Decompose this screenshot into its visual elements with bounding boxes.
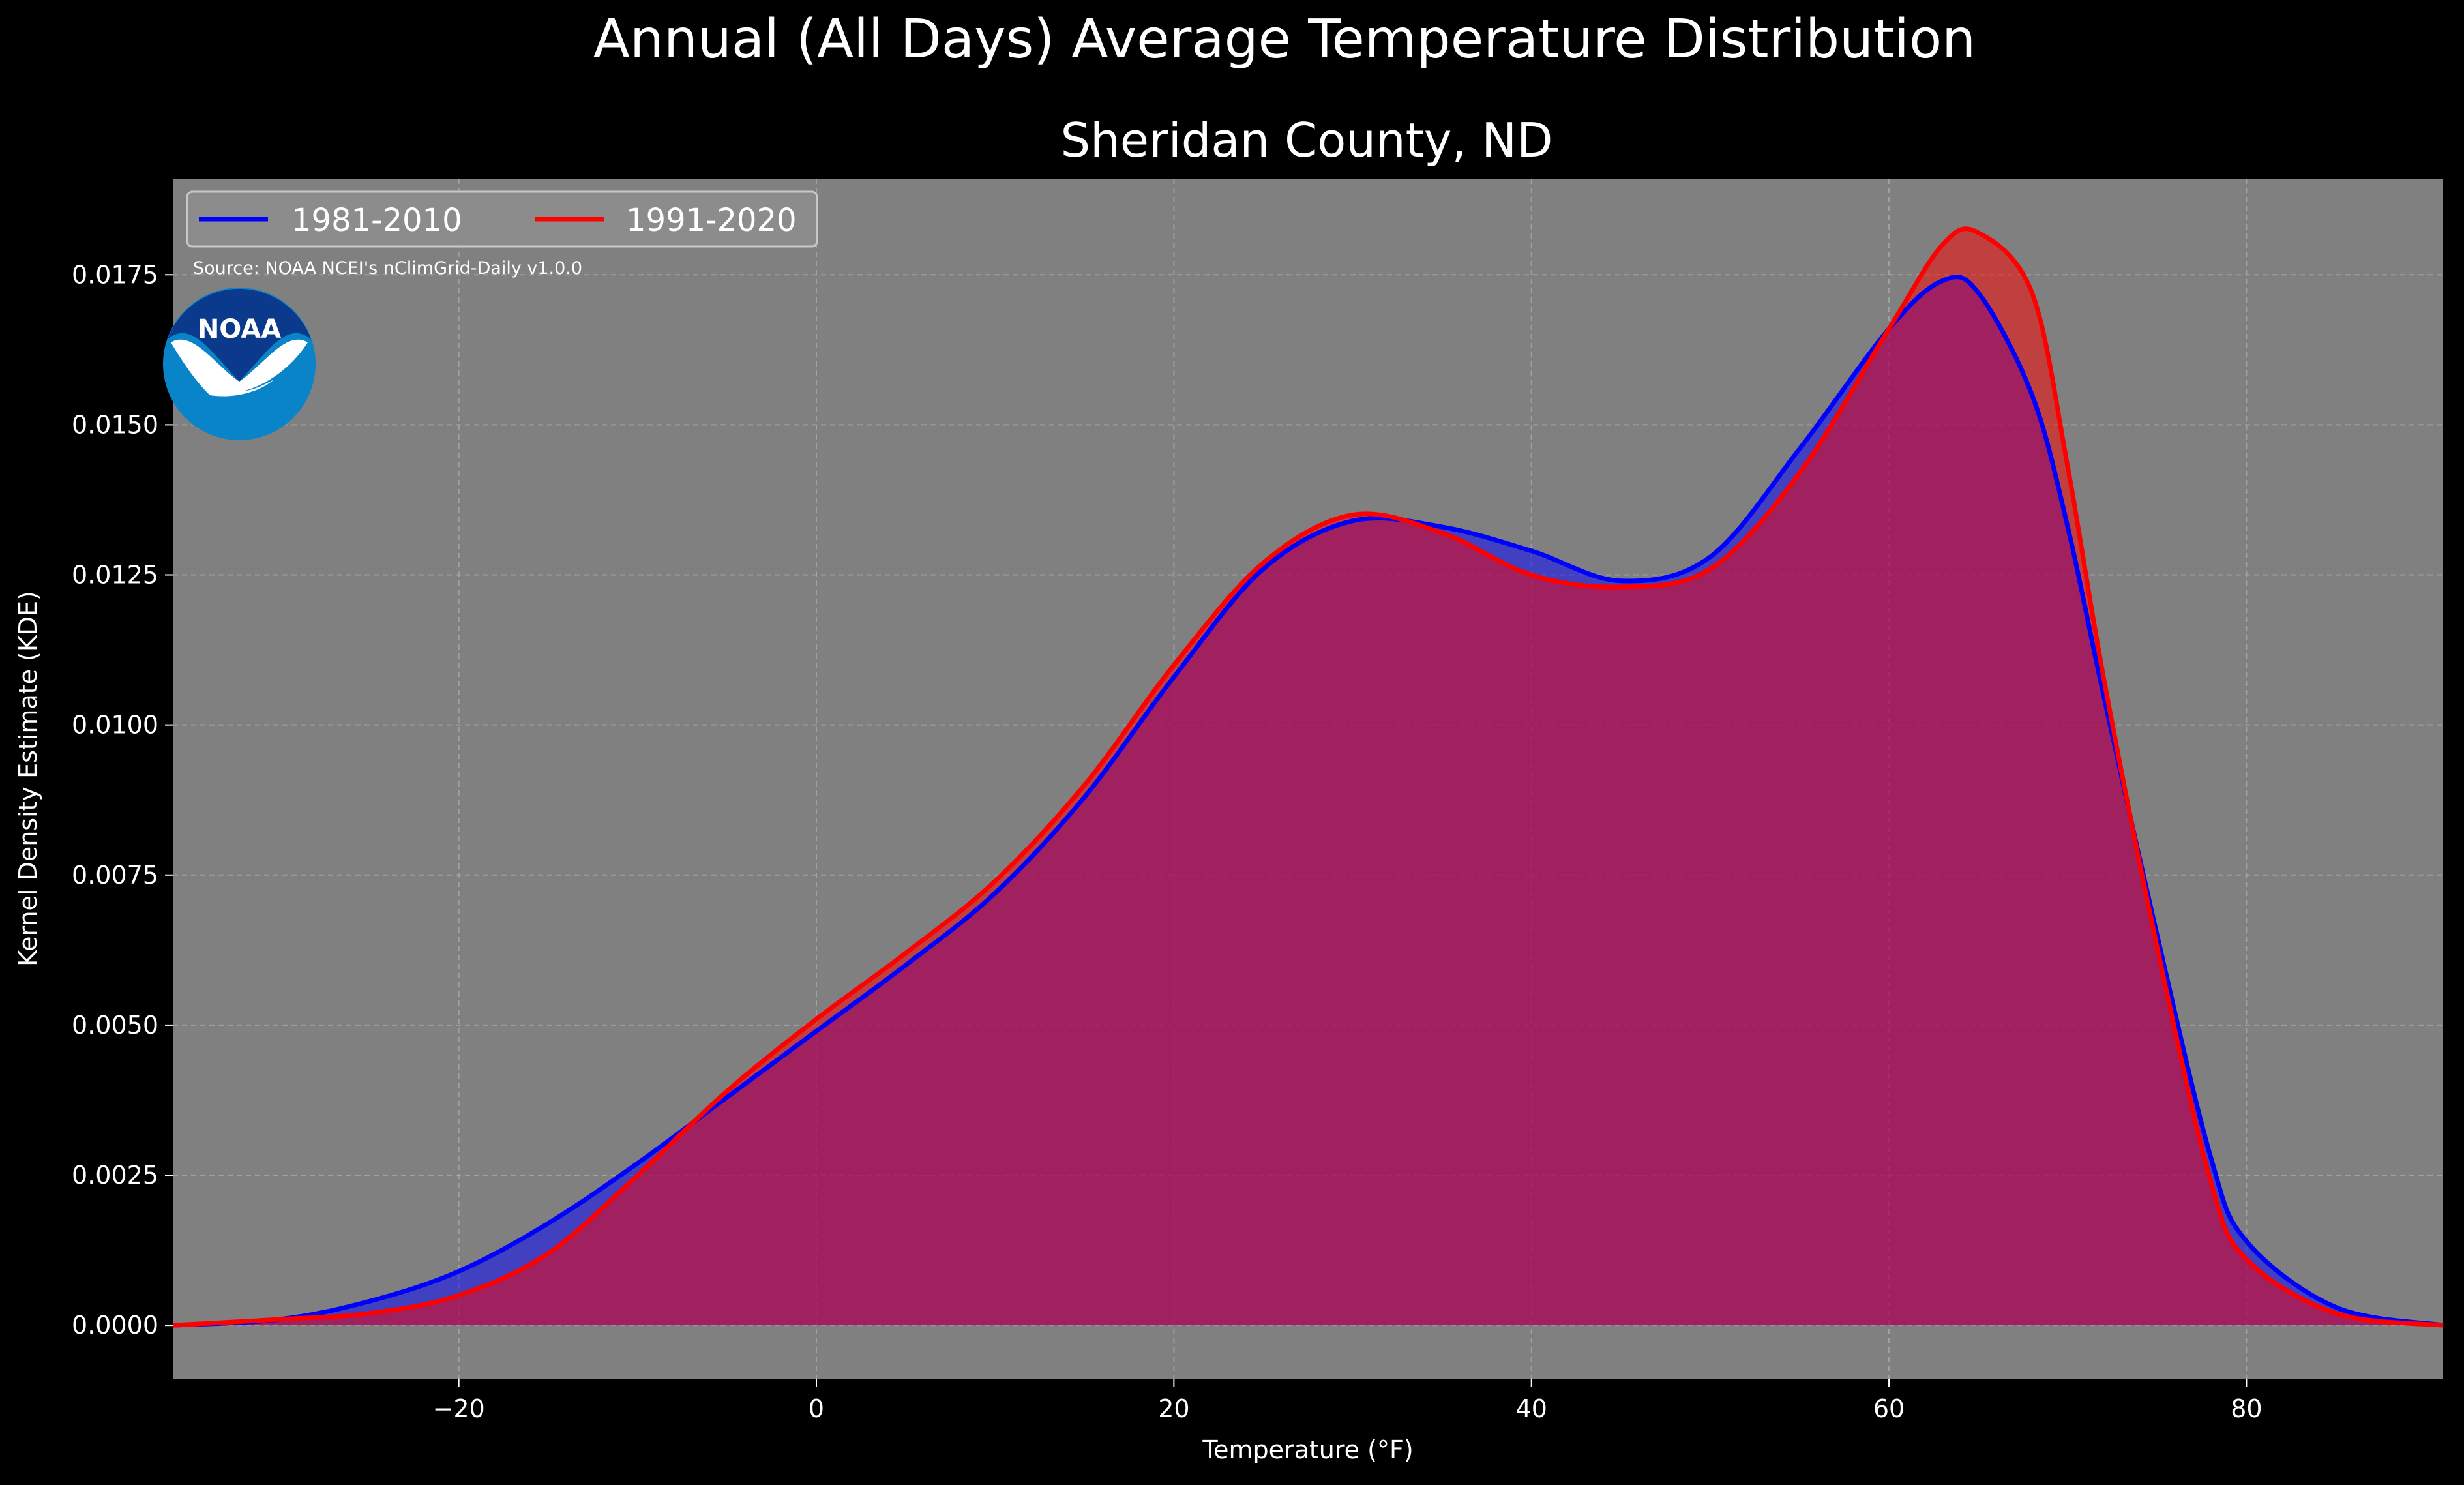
noaa-logo-top-band — [168, 288, 311, 382]
y-tick-label: 0.0150 — [72, 410, 158, 439]
x-tick-label: −20 — [433, 1394, 485, 1423]
x-axis-label: Temperature (°F) — [1202, 1435, 1413, 1464]
y-tick-label: 0.0075 — [72, 861, 158, 890]
axis-layer: −20 0 20 40 60 80 0.0000 0.0025 0.0050 0.0075 0.01… — [72, 260, 2263, 1423]
y-axis-label: Kernel Density Estimate (KDE) — [14, 591, 42, 967]
x-tick-label: 80 — [2231, 1394, 2262, 1423]
y-tick-label: 0.0025 — [72, 1161, 158, 1190]
series-line-1991-2020 — [172, 226, 2444, 1328]
noaa-logo-gull — [171, 339, 308, 397]
y-tick-label: 0.0125 — [72, 561, 158, 590]
x-tick-label: 0 — [809, 1394, 824, 1423]
noaa-logo-text: NOAA — [198, 314, 281, 344]
y-tick-label: 0.0000 — [72, 1311, 158, 1340]
area-fill-1991-2020 — [173, 228, 2443, 1326]
y-tick-label: 0.0050 — [72, 1011, 158, 1040]
figure-suptitle: Annual (All Days) Average Temperature Di… — [593, 8, 1976, 70]
y-tick-label: 0.0100 — [72, 711, 158, 740]
source-note: Source: NOAA NCEI's nClimGrid-Daily v1.0… — [193, 258, 582, 278]
legend: 1981-2010 1991-2020 — [186, 190, 818, 248]
legend-box — [186, 190, 818, 248]
x-tick-label: 60 — [1873, 1394, 1905, 1423]
noaa-logo: NOAA — [163, 288, 316, 440]
legend-label-1981-2010: 1981-2010 — [291, 202, 462, 239]
series-layer — [172, 226, 2444, 1328]
y-tick-label: 0.0175 — [72, 260, 158, 289]
legend-label-1991-2020: 1991-2020 — [626, 202, 797, 239]
x-tick-label: 20 — [1158, 1394, 1189, 1423]
x-tick-label: 40 — [1516, 1394, 1547, 1423]
chart-title: Sheridan County, ND — [1060, 113, 1552, 168]
